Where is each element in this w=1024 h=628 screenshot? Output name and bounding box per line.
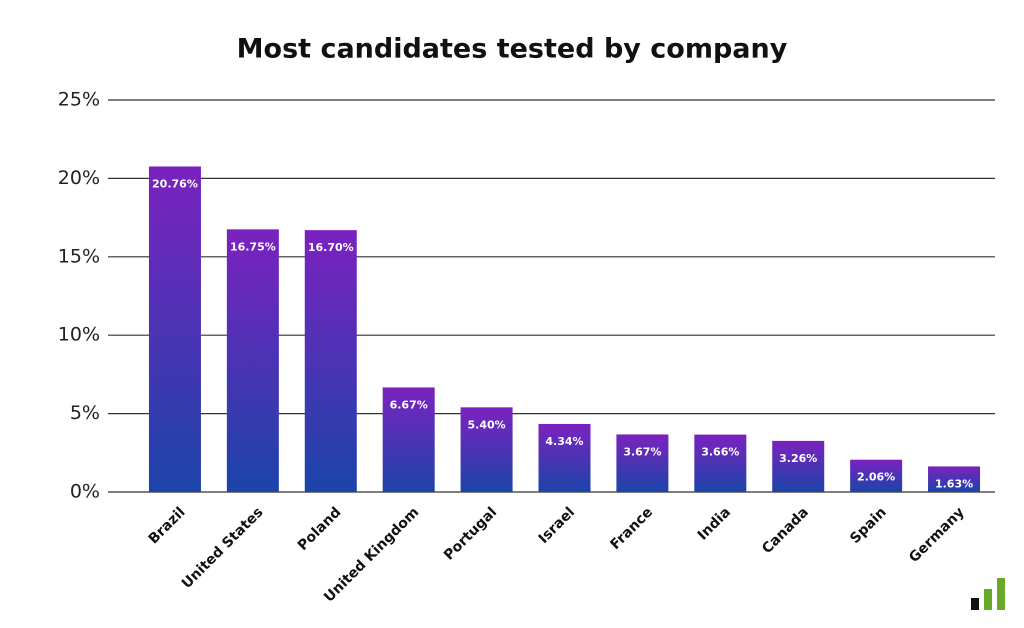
y-tick-label: 0% bbox=[70, 481, 100, 503]
x-tick-label: Israel bbox=[536, 504, 579, 547]
bar bbox=[226, 229, 279, 493]
y-tick-label: 10% bbox=[58, 324, 100, 346]
bar bbox=[694, 434, 747, 492]
bar bbox=[460, 407, 513, 492]
x-tick-label: France bbox=[607, 504, 656, 553]
x-tick-label: India bbox=[695, 504, 734, 543]
data-label: 16.70% bbox=[308, 241, 354, 254]
bar bbox=[538, 423, 591, 492]
x-tick-label: Canada bbox=[759, 504, 812, 557]
x-tick-label: Portugal bbox=[441, 504, 500, 563]
data-label: 20.76% bbox=[152, 177, 198, 190]
data-label: 2.06% bbox=[857, 471, 895, 484]
data-label: 3.26% bbox=[779, 452, 817, 465]
data-label: 5.40% bbox=[468, 418, 506, 431]
data-label: 4.34% bbox=[545, 435, 583, 448]
bar bbox=[616, 434, 669, 492]
data-label: 1.63% bbox=[935, 477, 973, 490]
x-tick-label: Poland bbox=[295, 504, 345, 554]
data-label: 3.67% bbox=[623, 445, 661, 458]
data-label: 6.67% bbox=[390, 398, 428, 411]
bar bbox=[304, 230, 357, 493]
bar bbox=[148, 166, 201, 492]
y-tick-label: 5% bbox=[70, 402, 100, 424]
y-tick-label: 15% bbox=[58, 245, 100, 267]
bar bbox=[850, 459, 903, 492]
bar bbox=[928, 466, 981, 492]
y-tick-label: 25% bbox=[58, 89, 100, 111]
x-tick-label: Brazil bbox=[146, 504, 189, 547]
x-tick-label: Germany bbox=[906, 504, 968, 566]
data-label: 3.66% bbox=[701, 446, 739, 459]
bar bbox=[772, 440, 825, 492]
data-label: 16.75% bbox=[230, 240, 276, 253]
y-tick-label: 20% bbox=[58, 167, 100, 189]
x-tick-label: United States bbox=[179, 504, 267, 592]
chart-title: Most candidates tested by company bbox=[237, 34, 788, 65]
bar bbox=[382, 387, 435, 492]
logo bbox=[971, 578, 1005, 610]
x-tick-label: Spain bbox=[847, 504, 890, 547]
